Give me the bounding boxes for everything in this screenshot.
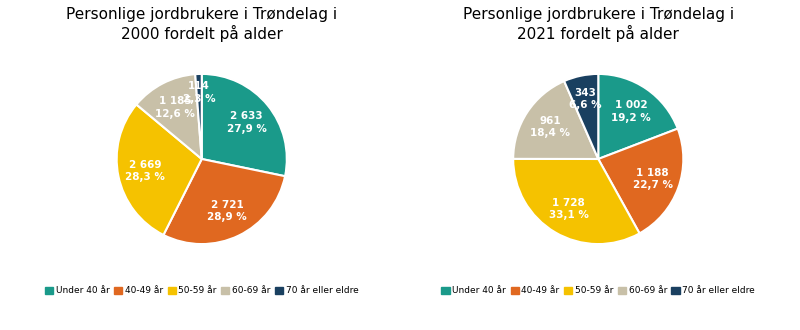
Text: 1 188
22,7 %: 1 188 22,7 %	[633, 168, 673, 190]
Wedge shape	[513, 81, 598, 159]
Legend: Under 40 år, 40-49 år, 50-59 år, 60-69 år, 70 år eller eldre: Under 40 år, 40-49 år, 50-59 år, 60-69 å…	[438, 283, 758, 299]
Text: 1 002
19,2 %: 1 002 19,2 %	[611, 100, 651, 122]
Text: 1 185
12,6 %: 1 185 12,6 %	[155, 96, 195, 119]
Wedge shape	[163, 159, 285, 244]
Text: 343
6,6 %: 343 6,6 %	[570, 88, 602, 110]
Title: Personlige jordbrukere i Trøndelag i
2000 fordelt på alder: Personlige jordbrukere i Trøndelag i 200…	[66, 7, 338, 42]
Wedge shape	[564, 74, 598, 159]
Text: 2 633
27,9 %: 2 633 27,9 %	[226, 111, 266, 134]
Wedge shape	[137, 74, 202, 159]
Wedge shape	[202, 74, 287, 176]
Wedge shape	[513, 159, 639, 244]
Title: Personlige jordbrukere i Trøndelag i
2021 fordelt på alder: Personlige jordbrukere i Trøndelag i 202…	[462, 7, 734, 42]
Text: 114
2,3 %: 114 2,3 %	[183, 82, 215, 104]
Text: 1 728
33,1 %: 1 728 33,1 %	[549, 198, 589, 220]
Wedge shape	[598, 129, 683, 233]
Text: 2 721
28,9 %: 2 721 28,9 %	[207, 200, 246, 222]
Wedge shape	[598, 74, 678, 159]
Wedge shape	[117, 105, 202, 235]
Wedge shape	[195, 74, 202, 159]
Text: 2 669
28,3 %: 2 669 28,3 %	[125, 159, 165, 182]
Legend: Under 40 år, 40-49 år, 50-59 år, 60-69 år, 70 år eller eldre: Under 40 år, 40-49 år, 50-59 år, 60-69 å…	[42, 283, 362, 299]
Text: 961
18,4 %: 961 18,4 %	[530, 116, 570, 139]
